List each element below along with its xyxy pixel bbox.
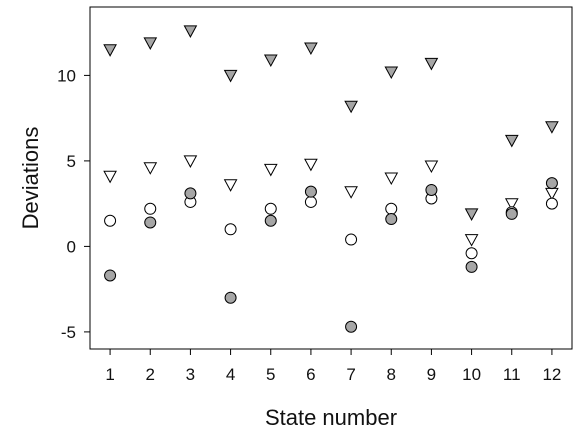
x-tick-label: 10 <box>462 365 481 384</box>
x-tick-label: 12 <box>542 365 561 384</box>
plot-frame <box>89 6 573 350</box>
data-point-series-4 <box>345 320 358 333</box>
data-point-series-3 <box>304 195 317 208</box>
data-point-series-4 <box>545 177 558 190</box>
y-axis-ticks: -5 0 5 10 <box>57 66 90 342</box>
data-point-series-4 <box>264 214 277 227</box>
data-point-series-1 <box>545 121 559 134</box>
data-point-series-4 <box>465 260 478 273</box>
x-tick-label: 8 <box>387 365 396 384</box>
data-point-series-3 <box>104 214 117 227</box>
x-tick-label: 3 <box>186 365 195 384</box>
data-point-series-2 <box>263 163 278 177</box>
data-point-series-4 <box>144 216 157 229</box>
y-tick-label: 0 <box>67 237 76 256</box>
data-point-series-1 <box>304 42 318 56</box>
x-tick-label: 1 <box>105 365 114 384</box>
data-point-series-2 <box>223 179 238 192</box>
data-point-series-3 <box>345 233 358 246</box>
data-point-series-1 <box>424 57 439 71</box>
data-point-series-1 <box>103 44 117 57</box>
data-point-series-4 <box>505 207 518 220</box>
x-axis-ticks: 1 2 3 4 5 6 7 8 9 10 11 12 <box>105 349 561 384</box>
y-tick-label: 10 <box>57 66 76 85</box>
data-point-series-1 <box>504 134 519 148</box>
data-point-series-2 <box>103 170 117 184</box>
data-point-series-2 <box>384 172 399 186</box>
data-point-series-2 <box>504 198 519 211</box>
x-tick-label: 11 <box>503 365 521 384</box>
y-tick-label: -5 <box>61 323 76 342</box>
data-point-series-4 <box>304 185 317 198</box>
data-point-series-1 <box>384 66 399 80</box>
data-point-series-2 <box>183 155 198 168</box>
data-point-series-3 <box>264 202 277 215</box>
data-point-series-2 <box>424 160 439 174</box>
data-point-series-3 <box>224 223 237 236</box>
data-point-series-1 <box>223 69 238 83</box>
data-point-series-4 <box>224 291 237 304</box>
data-point-series-4 <box>425 183 438 196</box>
data-point-series-1 <box>464 208 479 221</box>
data-point-series-2 <box>344 186 358 199</box>
data-points <box>103 25 559 333</box>
data-point-series-3 <box>144 202 157 215</box>
data-point-series-4 <box>104 269 117 282</box>
data-point-series-3 <box>465 247 478 260</box>
y-tick-label: 5 <box>67 152 76 171</box>
x-tick-label: 7 <box>346 365 355 384</box>
x-tick-label: 5 <box>266 365 275 384</box>
data-point-series-3 <box>385 202 398 215</box>
y-axis-title: Deviations <box>18 127 43 230</box>
data-point-series-2 <box>304 158 318 172</box>
data-point-series-2 <box>143 162 158 175</box>
x-tick-label: 9 <box>427 365 436 384</box>
data-point-series-1 <box>344 100 358 114</box>
x-tick-label: 2 <box>146 365 155 384</box>
data-point-series-3 <box>545 197 558 210</box>
data-point-series-2 <box>464 234 479 247</box>
x-tick-label: 4 <box>226 365 235 384</box>
data-point-series-1 <box>183 25 198 38</box>
data-point-series-4 <box>385 213 398 226</box>
data-point-series-4 <box>184 187 197 200</box>
data-point-series-1 <box>263 54 278 68</box>
data-point-series-1 <box>143 37 158 50</box>
x-axis-title: State number <box>265 405 397 430</box>
x-tick-label: 6 <box>306 365 315 384</box>
